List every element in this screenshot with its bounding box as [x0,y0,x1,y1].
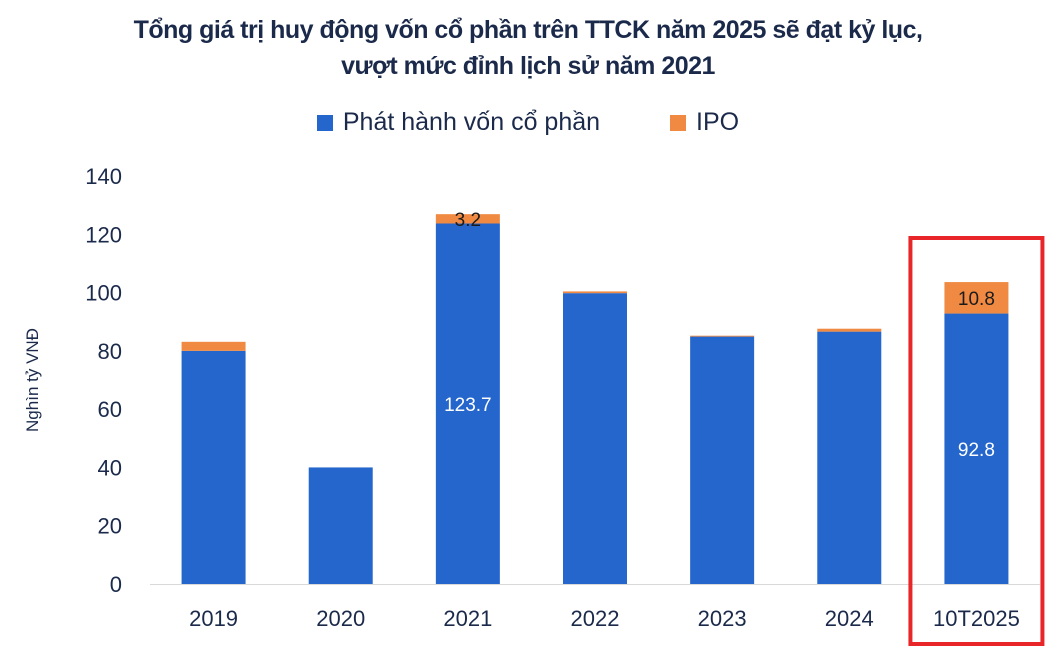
bar-issuance-2022 [563,293,627,584]
y-tick-label: 0 [110,572,122,597]
x-tick-label: 2020 [316,606,365,631]
bar-issuance-2020 [308,467,373,584]
legend-item-issuance: Phát hành vốn cổ phần [316,108,601,137]
y-tick-label: 100 [85,281,122,306]
bar-issuance-10T2025 [944,313,1009,584]
chart-title: Tổng giá trị huy động vốn cổ phần trên T… [0,12,1056,84]
x-tick-label: 2022 [571,606,620,631]
bar-ipo-2019 [181,341,246,351]
legend-item-ipo: IPO [670,108,739,137]
bar-ipo-10T2025 [944,282,1009,314]
title-line-2: vượt mức đỉnh lịch sử năm 2021 [341,52,715,80]
y-tick-label: 80 [98,339,122,364]
y-tick-label: 40 [98,455,122,480]
data-label: 10.8 [958,289,995,310]
x-tick-label: 2023 [698,606,747,631]
x-tick-label: 2019 [189,606,238,631]
legend: Phát hành vốn cổ phần IPO [0,108,1056,137]
data-label: 3.2 [455,210,481,231]
bar-ipo-2022 [563,291,627,294]
bar-issuance-2021 [435,223,500,584]
y-axis-label: Nghìn tỷ VNĐ [23,328,42,432]
x-tick-label: 2024 [825,606,874,631]
bar-issuance-2019 [181,350,246,584]
bar-issuance-2024 [817,331,882,584]
x-tick-label: 10T2025 [933,606,1020,631]
data-label: 123.7 [444,395,492,416]
legend-swatch-ipo [670,114,687,131]
title-line-1: Tổng giá trị huy động vốn cổ phần trên T… [133,16,923,44]
y-tick-label: 20 [98,514,122,539]
x-tick-label: 2021 [443,606,492,631]
y-tick-label: 120 [85,222,122,247]
bar-ipo-2024 [817,328,882,332]
y-tick-label: 60 [98,397,122,422]
bar-ipo-2023 [690,335,755,337]
data-label: 92.8 [958,440,995,461]
legend-label: IPO [696,108,740,136]
y-tick-label: 140 [85,164,122,189]
bar-issuance-2023 [690,336,755,584]
highlight-box [908,236,1045,646]
bar-ipo-2021 [435,214,500,224]
legend-swatch-issuance [316,114,333,131]
legend-label: Phát hành vốn cổ phần [342,108,601,136]
